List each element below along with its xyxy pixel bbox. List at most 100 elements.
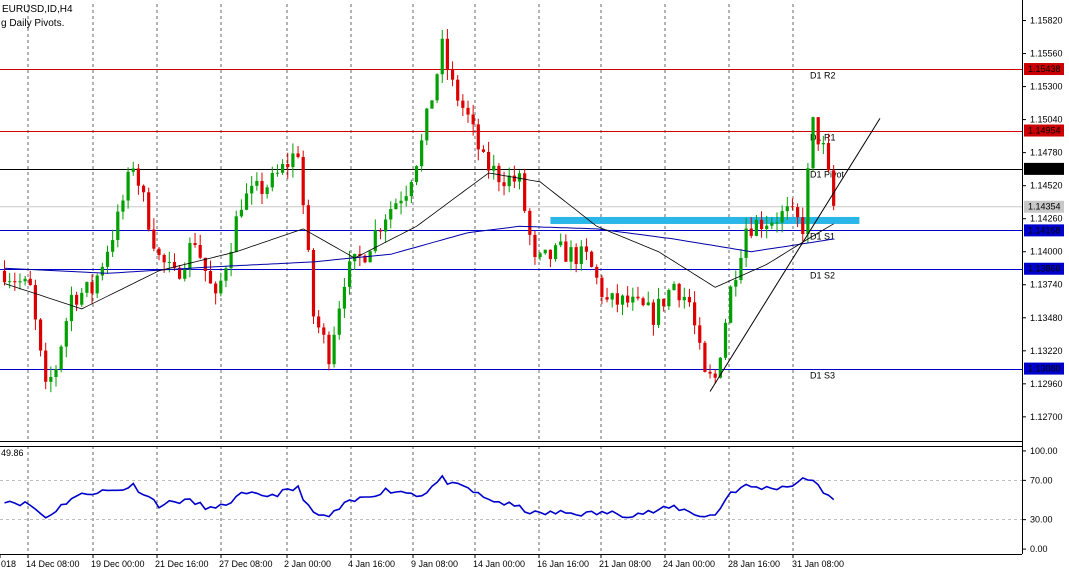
time-tick-label: 14 Jan 00:00 xyxy=(473,559,525,569)
candle-body xyxy=(538,253,542,258)
price-tick-label: 1.15040 xyxy=(1030,115,1063,125)
candle-body xyxy=(502,182,506,187)
candle-body xyxy=(59,346,63,369)
candle-body xyxy=(275,172,280,174)
candle-body xyxy=(785,206,789,212)
chart-frame xyxy=(0,0,1023,555)
rsi-line xyxy=(4,474,835,519)
candle-body xyxy=(49,376,53,382)
candle-body xyxy=(656,298,661,325)
price-tick-label: 1.13740 xyxy=(1030,280,1063,290)
candle-body xyxy=(703,342,707,372)
candle-body xyxy=(646,302,650,306)
price-label-text: 1.14954 xyxy=(1028,126,1061,136)
candle-body xyxy=(8,281,12,283)
price-label-box xyxy=(1024,200,1064,213)
candle-body xyxy=(414,166,419,183)
candle-body xyxy=(54,368,58,377)
candle-body xyxy=(188,243,192,270)
candle-body xyxy=(389,209,393,220)
candle-body xyxy=(69,294,74,322)
candle-body xyxy=(224,268,228,281)
candle-body xyxy=(636,296,640,299)
price-label-box xyxy=(1024,124,1064,137)
price-label-box xyxy=(1024,224,1064,237)
candle-body xyxy=(445,38,449,69)
pivot-label: D1 R2 xyxy=(810,71,836,81)
pivot-label: D1 S3 xyxy=(810,371,835,381)
candle-body xyxy=(147,192,151,230)
time-tick-label: 16 Jan 16:00 xyxy=(537,559,589,569)
rsi-value-label: 49.86 xyxy=(1,448,24,458)
candle-body xyxy=(296,153,300,157)
candle-body xyxy=(523,173,527,211)
candle-body xyxy=(626,295,630,303)
candle-body xyxy=(790,206,795,208)
candle-body xyxy=(466,107,470,115)
candle-body xyxy=(533,234,537,258)
candle-body xyxy=(141,185,146,193)
candle-body xyxy=(651,302,655,325)
candle-body xyxy=(347,261,352,287)
candle-body xyxy=(718,357,722,378)
time-tick-label: 24 Jan 00:00 xyxy=(663,559,715,569)
candle-body xyxy=(487,151,491,171)
candle-body xyxy=(430,100,434,109)
candle-body xyxy=(775,222,779,224)
candle-body xyxy=(157,248,161,256)
candle-body xyxy=(85,282,89,293)
candle-body xyxy=(105,251,110,267)
candle-body xyxy=(111,240,115,252)
candle-body xyxy=(780,211,784,223)
price-tick-label: 1.15820 xyxy=(1030,16,1063,26)
time-tick-label: 27 Dec 08:00 xyxy=(219,559,273,569)
candle-body xyxy=(234,216,238,252)
candle-body xyxy=(239,209,243,217)
candle-body xyxy=(306,205,310,250)
candle-body xyxy=(476,124,480,150)
candle-body xyxy=(450,68,455,80)
candle-body xyxy=(796,207,800,218)
candle-body xyxy=(821,142,825,145)
candle-body xyxy=(610,293,614,300)
candles xyxy=(2,28,836,393)
price-tick-label: 1.13220 xyxy=(1030,346,1063,356)
candle-body xyxy=(44,350,48,382)
candle-body xyxy=(620,295,625,305)
candle-body xyxy=(662,298,666,307)
candle-body xyxy=(816,117,820,145)
candle-body xyxy=(378,230,383,232)
candle-body xyxy=(208,271,213,284)
candle-body xyxy=(38,319,43,351)
candle-body xyxy=(167,261,171,263)
price-label-text: 1.14354 xyxy=(1028,202,1061,212)
rsi-tick-label: 0.00 xyxy=(1030,544,1048,554)
candle-body xyxy=(152,229,156,249)
candle-body xyxy=(832,170,836,206)
price-label-box xyxy=(1024,362,1064,375)
time-axis: 018 14 Dec 08:00 19 Dec 00:00 21 Dec 16:00 2… xyxy=(0,554,844,569)
candle-body xyxy=(492,165,496,171)
candle-body xyxy=(219,280,223,294)
candle-body xyxy=(121,200,125,212)
time-tick-label: 9 Jan 08:00 xyxy=(411,559,458,569)
price-label-text: 1.13080 xyxy=(1028,364,1061,374)
candle-body xyxy=(569,247,573,262)
candle-body xyxy=(698,325,702,343)
candle-body xyxy=(260,180,264,194)
moving-averages xyxy=(4,172,834,310)
candle-body xyxy=(605,297,609,300)
candle-body xyxy=(481,149,486,152)
candle-body xyxy=(574,247,578,265)
candle-body xyxy=(327,334,331,365)
candle-body xyxy=(250,185,254,194)
candle-body xyxy=(162,255,166,263)
candle-body xyxy=(744,228,748,258)
candle-body xyxy=(281,163,285,173)
candle-body xyxy=(528,210,532,235)
time-tick-label: 018 xyxy=(1,559,16,569)
candle-body xyxy=(754,219,758,236)
candle-body xyxy=(394,203,398,210)
candle-body xyxy=(590,251,594,267)
